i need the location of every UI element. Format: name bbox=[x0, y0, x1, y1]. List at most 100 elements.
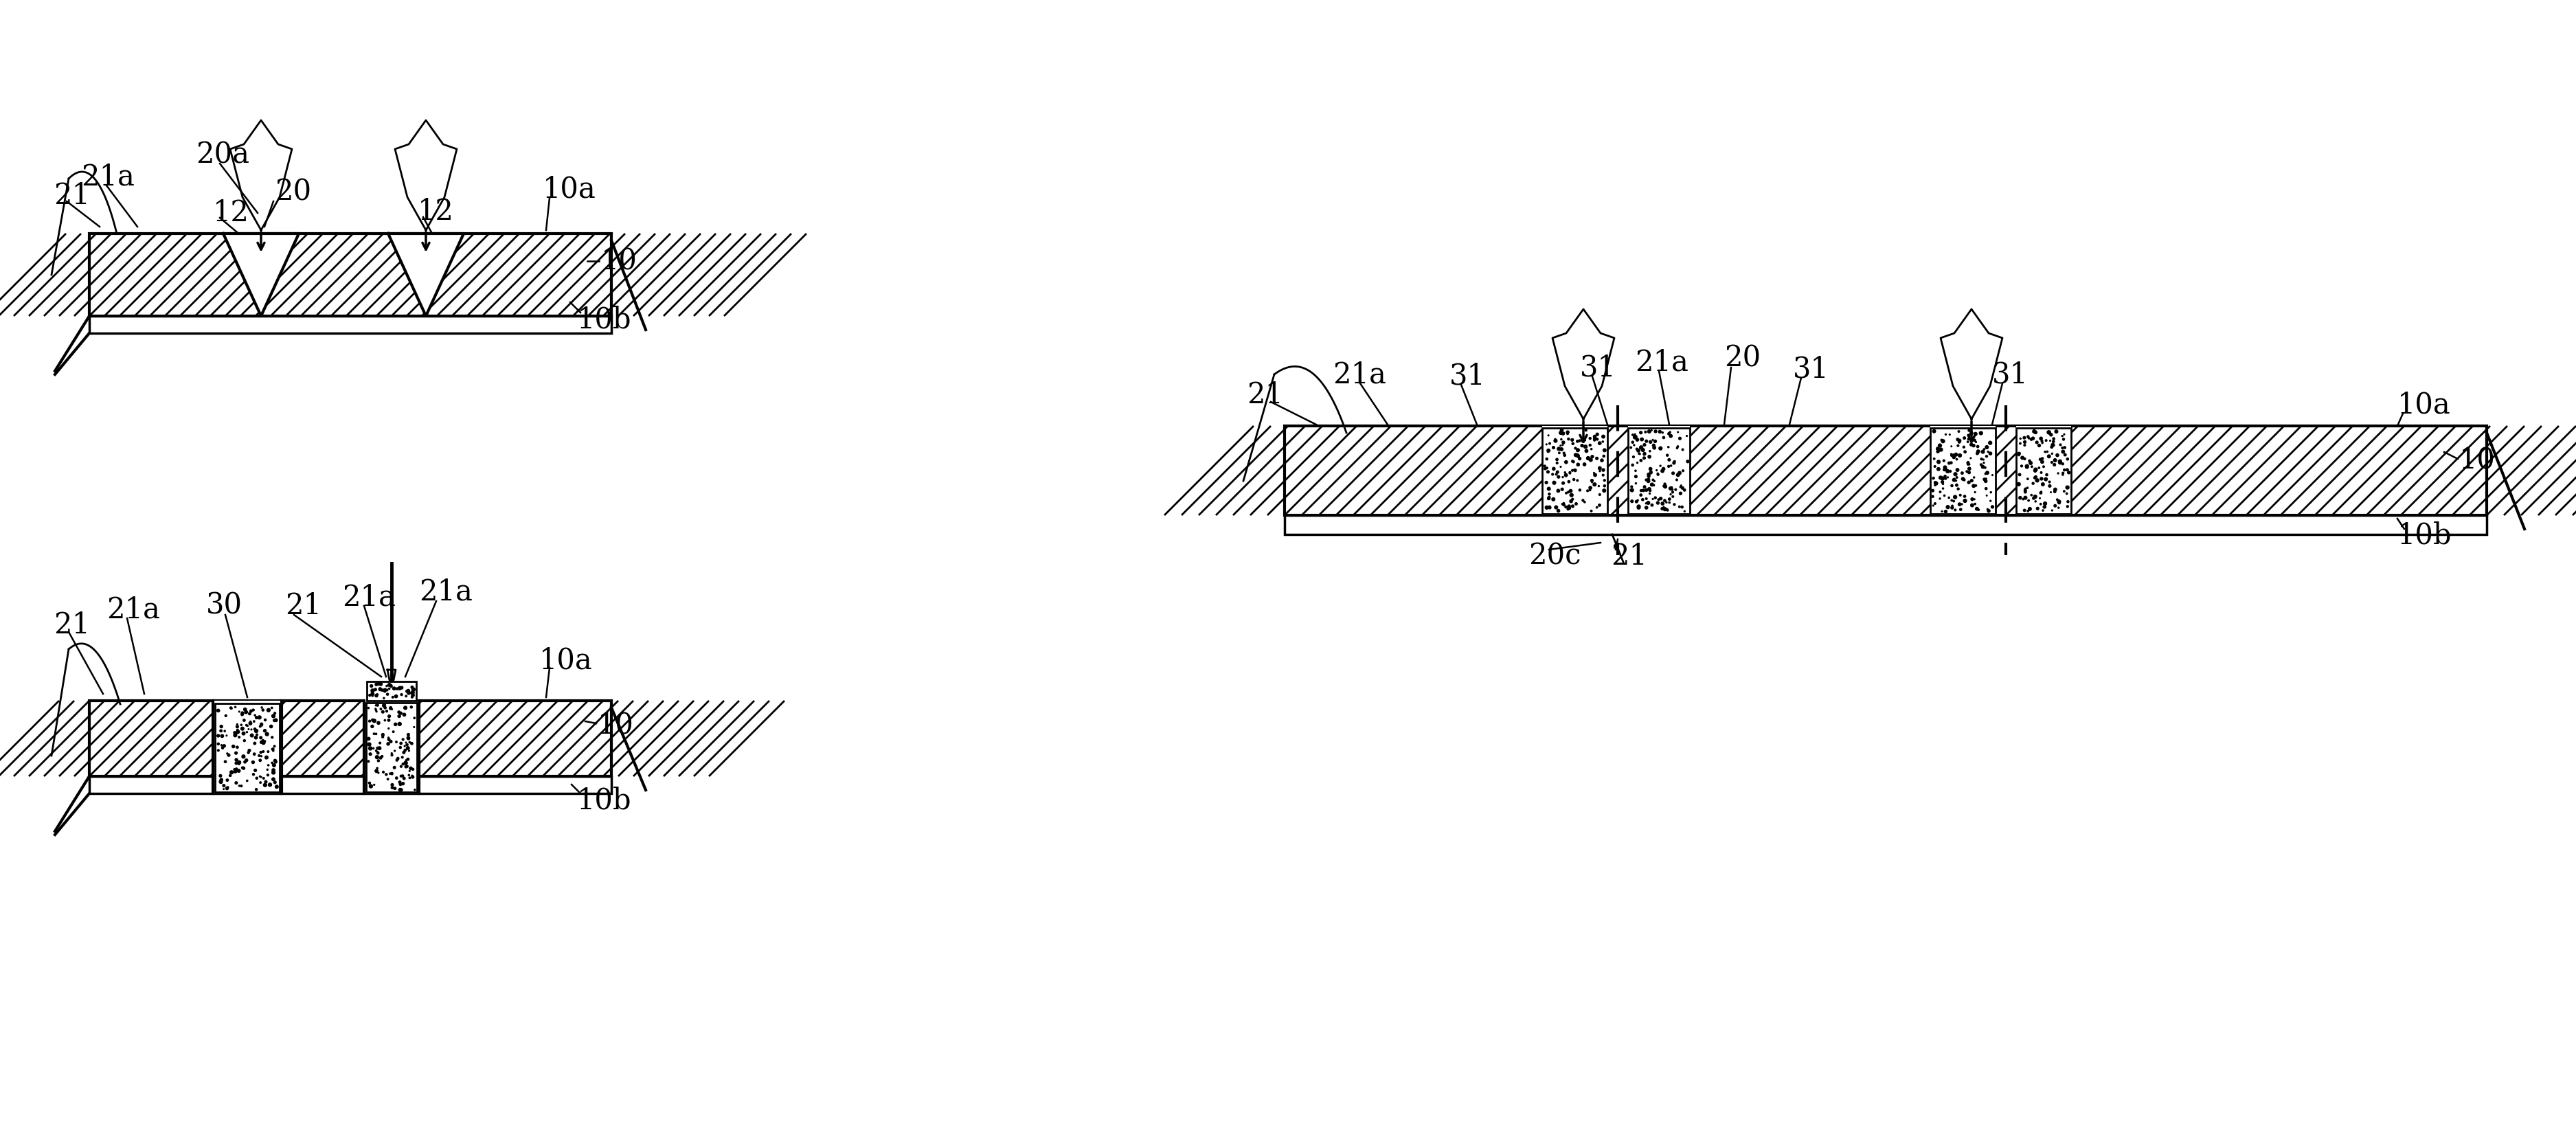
Circle shape bbox=[1577, 464, 1579, 466]
Circle shape bbox=[268, 708, 270, 712]
Circle shape bbox=[1976, 508, 1978, 510]
Circle shape bbox=[2048, 431, 2050, 434]
Circle shape bbox=[2017, 452, 2020, 455]
Circle shape bbox=[1646, 479, 1649, 483]
Circle shape bbox=[1968, 467, 1971, 470]
Circle shape bbox=[1669, 434, 1672, 438]
Circle shape bbox=[237, 731, 240, 733]
Circle shape bbox=[1662, 467, 1664, 470]
Circle shape bbox=[219, 778, 222, 782]
Circle shape bbox=[410, 767, 412, 769]
Circle shape bbox=[1553, 482, 1556, 484]
Circle shape bbox=[1561, 482, 1564, 484]
Bar bbox=[1628, 426, 1690, 515]
Circle shape bbox=[1971, 497, 1973, 501]
Circle shape bbox=[384, 688, 386, 691]
Circle shape bbox=[1654, 440, 1656, 442]
Circle shape bbox=[407, 737, 410, 739]
Circle shape bbox=[1597, 467, 1602, 469]
Circle shape bbox=[1958, 439, 1960, 442]
Circle shape bbox=[2050, 443, 2056, 447]
Circle shape bbox=[1597, 433, 1600, 435]
Circle shape bbox=[368, 747, 371, 750]
Text: 31: 31 bbox=[1991, 360, 2027, 389]
Circle shape bbox=[1646, 440, 1649, 442]
Text: 21: 21 bbox=[54, 610, 90, 640]
Circle shape bbox=[1960, 477, 1965, 481]
Circle shape bbox=[1649, 456, 1651, 458]
Circle shape bbox=[1669, 487, 1672, 490]
Circle shape bbox=[1937, 448, 1940, 451]
Circle shape bbox=[1577, 455, 1579, 458]
Circle shape bbox=[2040, 483, 2045, 486]
Bar bbox=[1929, 426, 1996, 515]
Circle shape bbox=[1561, 448, 1564, 451]
Circle shape bbox=[1548, 506, 1551, 509]
Circle shape bbox=[1937, 444, 1942, 448]
Polygon shape bbox=[1553, 309, 1615, 418]
Circle shape bbox=[1659, 497, 1662, 500]
Text: 10b: 10b bbox=[2398, 521, 2452, 550]
Circle shape bbox=[1636, 449, 1641, 452]
Circle shape bbox=[2053, 459, 2056, 461]
Circle shape bbox=[250, 734, 252, 737]
Circle shape bbox=[1958, 453, 1960, 457]
Circle shape bbox=[1643, 443, 1646, 447]
Circle shape bbox=[368, 738, 371, 740]
Bar bbox=[214, 704, 281, 792]
Circle shape bbox=[1638, 505, 1641, 509]
Circle shape bbox=[1971, 504, 1973, 506]
Text: 12: 12 bbox=[214, 199, 250, 228]
Circle shape bbox=[381, 733, 384, 737]
Circle shape bbox=[1984, 479, 1986, 483]
Circle shape bbox=[1958, 503, 1960, 505]
Circle shape bbox=[1932, 430, 1935, 433]
Circle shape bbox=[1971, 438, 1973, 441]
Circle shape bbox=[1546, 505, 1548, 509]
Circle shape bbox=[1953, 495, 1958, 499]
Circle shape bbox=[1968, 481, 1971, 484]
Circle shape bbox=[2020, 456, 2025, 459]
Circle shape bbox=[379, 682, 381, 686]
Circle shape bbox=[1564, 460, 1569, 464]
Circle shape bbox=[1636, 439, 1638, 441]
Circle shape bbox=[1680, 492, 1682, 495]
Circle shape bbox=[1935, 482, 1937, 485]
Circle shape bbox=[1579, 457, 1582, 460]
Circle shape bbox=[1574, 469, 1577, 472]
Circle shape bbox=[394, 695, 397, 698]
Circle shape bbox=[2058, 460, 2061, 464]
Circle shape bbox=[2058, 461, 2061, 465]
Circle shape bbox=[2032, 469, 2038, 473]
Circle shape bbox=[273, 770, 276, 774]
Text: 10: 10 bbox=[2460, 446, 2496, 475]
Circle shape bbox=[1981, 466, 1984, 468]
Circle shape bbox=[1577, 449, 1579, 451]
Circle shape bbox=[374, 720, 376, 723]
Circle shape bbox=[2053, 488, 2056, 491]
Circle shape bbox=[2032, 495, 2038, 499]
Circle shape bbox=[1631, 488, 1633, 492]
Text: 21a: 21a bbox=[106, 596, 160, 625]
Bar bbox=[1543, 426, 1607, 515]
Bar bbox=[214, 700, 281, 793]
Circle shape bbox=[1940, 476, 1942, 479]
Circle shape bbox=[1953, 473, 1958, 476]
Circle shape bbox=[1945, 510, 1947, 513]
Circle shape bbox=[1569, 506, 1571, 510]
Circle shape bbox=[376, 684, 379, 686]
Bar bbox=[90, 316, 611, 333]
Circle shape bbox=[404, 765, 407, 768]
Circle shape bbox=[242, 712, 245, 714]
Text: 21: 21 bbox=[1610, 543, 1646, 571]
Circle shape bbox=[216, 710, 219, 712]
Circle shape bbox=[379, 688, 381, 690]
Circle shape bbox=[2056, 453, 2058, 457]
Circle shape bbox=[1638, 446, 1643, 449]
Circle shape bbox=[258, 716, 260, 719]
Circle shape bbox=[273, 768, 276, 772]
Circle shape bbox=[2056, 430, 2058, 433]
Circle shape bbox=[376, 756, 379, 759]
Circle shape bbox=[234, 761, 237, 765]
Bar bbox=[90, 700, 611, 776]
